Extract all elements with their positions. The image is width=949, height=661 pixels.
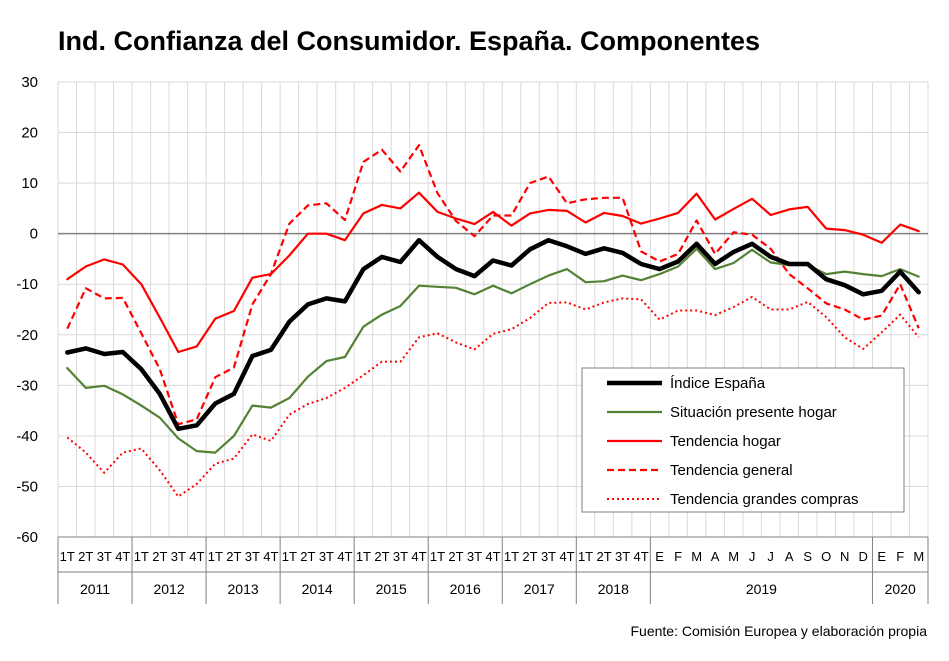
x-tick-label: A [711,549,720,564]
x-tick-label: A [785,549,794,564]
x-tick-label: 2T [522,549,537,564]
x-tick-label: M [691,549,702,564]
x-group-label: 2015 [376,581,407,597]
x-tick-label: N [840,549,849,564]
y-tick-label: -10 [16,276,38,293]
legend-label: Tendencia grandes compras [670,491,858,508]
x-tick-label: M [728,549,739,564]
x-group-label: 2017 [524,581,555,597]
x-tick-label: S [803,549,812,564]
x-tick-label: 3T [245,549,260,564]
x-axis: 1T 2T 3T 4T 1T 2T 3T 4T 1T 2T 3T 4T 1T 2T 3T 4T 1T 2T 3T 4T… [57,536,929,604]
x-group-label: 2020 [885,581,916,597]
y-tick-label: -60 [16,529,38,546]
x-tick-label: 2T [596,549,611,564]
x-group-label: 2014 [302,581,333,597]
x-tick-label: F [674,549,682,564]
x-tick-label: 1T [134,549,149,564]
x-tick-label: 3T [615,549,630,564]
x-tick-label: 2T [374,549,389,564]
chart-source: Fuente: Comisión Europea y elaboración p… [630,623,927,639]
y-tick-label: 10 [21,175,38,192]
x-tick-label: O [821,549,831,564]
x-tick-label: 1T [60,549,75,564]
x-tick-label: 3T [393,549,408,564]
x-tick-label: 4T [411,549,426,564]
x-tick-label: 3T [171,549,186,564]
legend-label: Tendencia hogar [670,433,781,450]
y-axis: 30 20 10 0 -10 -20 -30 -40 -50 -60 [16,74,38,546]
y-tick-label: 20 [21,125,38,142]
x-tick-label: 4T [559,549,574,564]
series-line-indice-espana [65,237,921,432]
series-line-tendencia-hogar [66,191,920,354]
x-tick-label: 2T [152,549,167,564]
y-tick-label: 30 [21,74,38,91]
x-tick-label: E [655,549,664,564]
x-tick-label: 1T [578,549,593,564]
x-tick-label: 2T [78,549,93,564]
y-tick-label: -40 [16,428,38,445]
x-tick-label: 1T [430,549,445,564]
x-group-label: 2011 [80,581,110,597]
x-tick-label: 3T [467,549,482,564]
x-tick-label: D [859,549,868,564]
x-tick-label: E [877,549,886,564]
legend-label: Índice España [670,375,766,392]
x-tick-label: 2T [448,549,463,564]
x-tick-label: J [749,549,756,564]
x-tick-label: 4T [263,549,278,564]
x-tick-label: F [896,549,904,564]
y-tick-label: -20 [16,327,38,344]
x-tick-label: 3T [97,549,112,564]
x-group-label: 2018 [598,581,629,597]
x-tick-label: 1T [504,549,519,564]
x-tick-label: 4T [633,549,648,564]
series-layer [65,144,921,498]
x-tick-label: 4T [485,549,500,564]
legend-label: Tendencia general [670,462,793,479]
chart-title: Ind. Confianza del Consumidor. España. C… [58,26,761,56]
x-tick-label: 4T [189,549,204,564]
legend: Índice España Situación presente hogar Ten… [581,367,905,513]
y-tick-label: 0 [30,226,38,243]
y-tick-label: -50 [16,478,38,495]
x-group-label: 2016 [450,581,481,597]
x-group-label: 2019 [746,581,777,597]
x-group-label: 2013 [228,581,259,597]
x-tick-label: 3T [541,549,556,564]
x-tick-label: 1T [356,549,371,564]
x-tick-label: 2T [300,549,315,564]
x-tick-label: 1T [208,549,223,564]
x-tick-label: 4T [337,549,352,564]
x-tick-label: 4T [115,549,130,564]
x-tick-label: J [767,549,774,564]
x-tick-label: 3T [319,549,334,564]
x-group-label: 2012 [153,581,184,597]
y-tick-label: -30 [16,377,38,394]
series-line-tendencia-grandes-compras [66,295,920,498]
series-line-situacion-presente-hogar [66,247,920,454]
x-tick-label: 1T [282,549,297,564]
legend-label: Situación presente hogar [670,404,837,421]
x-tick-label: 2T [226,549,241,564]
x-tick-label: M [913,549,924,564]
